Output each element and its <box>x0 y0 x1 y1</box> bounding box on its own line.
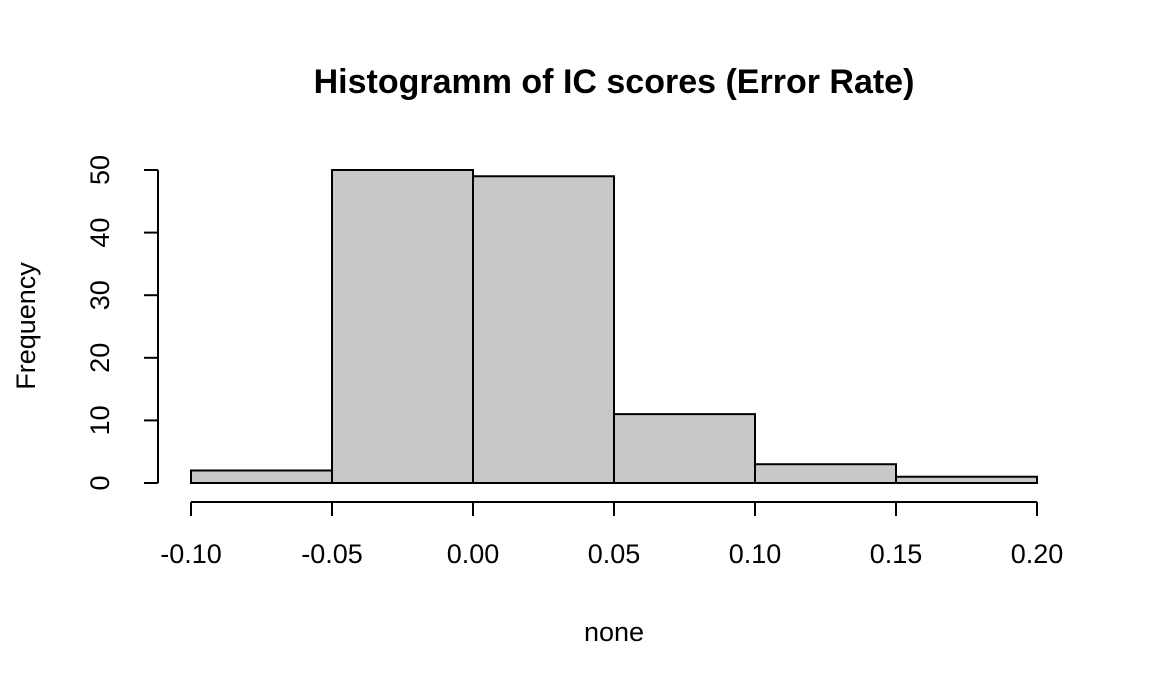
histogram-bars <box>190 169 1038 485</box>
y-axis-label: Frequency <box>11 262 41 390</box>
x-tick-label: 0.05 <box>588 539 641 569</box>
y-tick-label: 10 <box>85 405 115 435</box>
histogram-bar <box>895 475 1038 484</box>
y-axis: 0 10 20 30 40 50 <box>85 155 159 491</box>
x-tick-label: -0.05 <box>301 539 363 569</box>
histogram-bar <box>190 469 333 485</box>
y-tick-label: 0 <box>85 475 115 490</box>
histogram-bar <box>331 169 474 484</box>
y-tick-label: 40 <box>85 218 115 248</box>
y-tick-label: 50 <box>85 155 115 185</box>
histogram-bar <box>613 413 756 485</box>
x-tick-label: 0.20 <box>1011 539 1064 569</box>
histogram-bar <box>472 175 615 484</box>
x-axis: -0.10 -0.05 0.00 0.05 0.10 0.15 0.20 <box>160 501 1064 569</box>
x-axis-label: none <box>584 617 644 647</box>
histogram-bar <box>754 463 897 485</box>
chart-title: Histogramm of IC scores (Error Rate) <box>314 63 915 101</box>
y-tick-label: 30 <box>85 280 115 310</box>
x-tick-label: 0.10 <box>729 539 782 569</box>
x-tick-label: 0.15 <box>870 539 923 569</box>
x-tick-label: 0.00 <box>447 539 500 569</box>
y-tick-label: 20 <box>85 343 115 373</box>
x-tick-label: -0.10 <box>160 539 222 569</box>
